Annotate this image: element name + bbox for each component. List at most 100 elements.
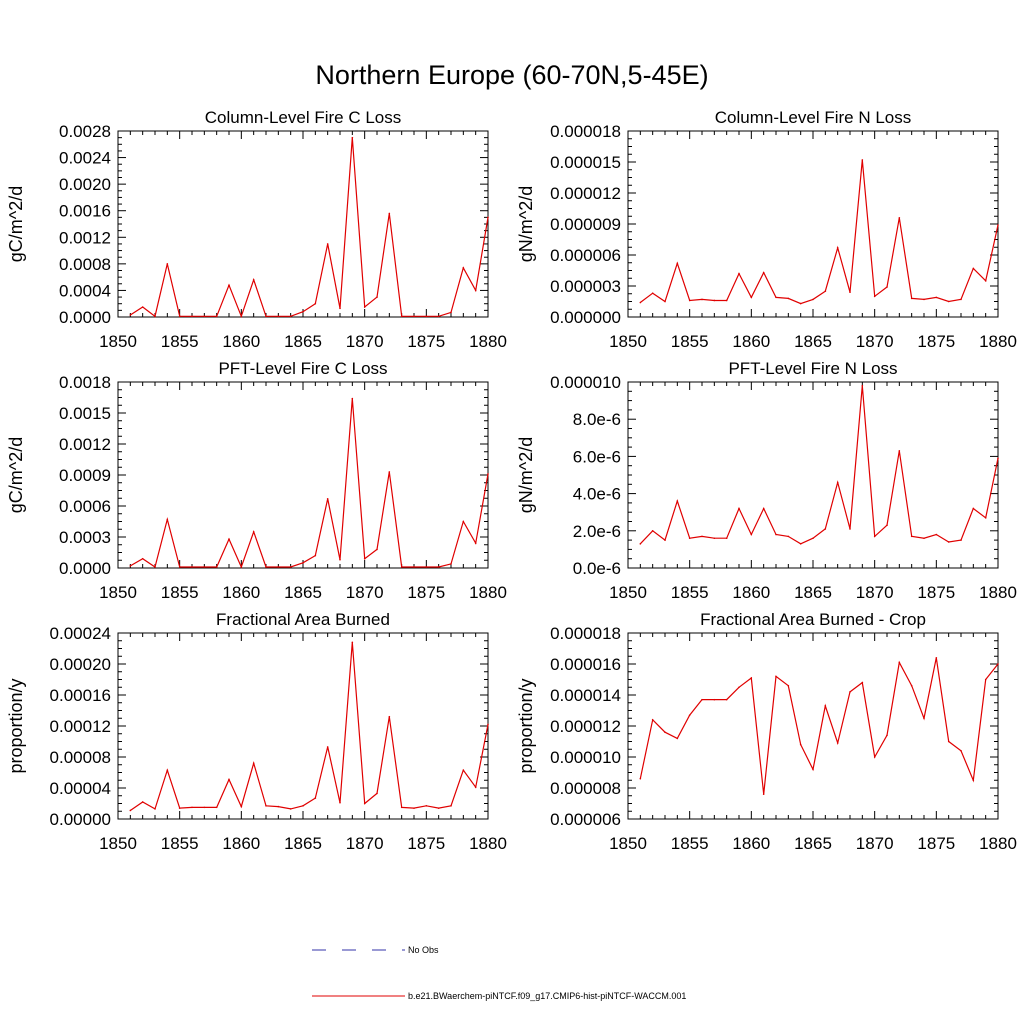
legend-label: b.e21.BWaerchem-piNTCF.f09_g17.CMIP6-his… bbox=[408, 991, 686, 1001]
data-point bbox=[910, 684, 913, 687]
data-point bbox=[762, 271, 765, 274]
data-point bbox=[252, 762, 255, 764]
x-tick-label: 1855 bbox=[161, 834, 199, 853]
data-point bbox=[701, 698, 703, 701]
y-tick-label: 0.00000 bbox=[50, 810, 111, 829]
y-axis-label: gN/m^2/d bbox=[516, 186, 536, 262]
x-tick-label: 1880 bbox=[469, 583, 507, 602]
x-tick-label: 1875 bbox=[407, 583, 445, 602]
data-point bbox=[141, 557, 144, 560]
y-tick-label: 0.000012 bbox=[550, 184, 621, 203]
data-point bbox=[413, 566, 415, 568]
data-point bbox=[676, 262, 679, 265]
data-point bbox=[738, 507, 740, 510]
data-point bbox=[923, 537, 925, 540]
x-tick-label: 1860 bbox=[222, 834, 260, 853]
data-point bbox=[886, 286, 888, 288]
data-point bbox=[799, 302, 802, 305]
y-tick-label: 0.0008 bbox=[59, 255, 111, 274]
data-point bbox=[775, 533, 777, 536]
data-point bbox=[339, 558, 341, 561]
y-tick-label: 0.0012 bbox=[59, 228, 111, 247]
data-point bbox=[413, 315, 415, 318]
data-point bbox=[265, 315, 267, 318]
data-point bbox=[339, 801, 341, 804]
data-point bbox=[302, 562, 304, 564]
x-tick-label: 1880 bbox=[469, 834, 507, 853]
x-tick-label: 1855 bbox=[671, 583, 709, 602]
x-tick-label: 1870 bbox=[856, 583, 894, 602]
data-point bbox=[935, 533, 938, 536]
chart-title: Fractional Area Burned bbox=[216, 610, 390, 629]
x-tick-label: 1860 bbox=[732, 834, 770, 853]
data-point bbox=[676, 737, 679, 740]
data-point bbox=[326, 497, 329, 500]
y-tick-label: 0.000018 bbox=[550, 624, 621, 643]
x-tick-label: 1855 bbox=[161, 583, 199, 602]
data-point bbox=[178, 315, 181, 318]
data-point bbox=[339, 307, 341, 310]
data-point bbox=[664, 300, 666, 303]
x-tick-label: 1870 bbox=[346, 332, 384, 351]
data-point bbox=[750, 533, 753, 536]
data-point bbox=[265, 805, 267, 807]
data-point bbox=[487, 473, 489, 475]
data-point bbox=[762, 507, 765, 510]
data-point bbox=[277, 805, 280, 808]
data-point bbox=[487, 216, 489, 219]
data-point bbox=[215, 315, 218, 318]
y-tick-label: 0.0024 bbox=[59, 149, 111, 168]
data-point bbox=[873, 535, 876, 538]
data-point bbox=[972, 267, 975, 270]
data-point bbox=[898, 661, 901, 664]
y-tick-label: 0.00004 bbox=[50, 779, 111, 798]
plot-frame bbox=[117, 381, 489, 569]
data-point bbox=[228, 284, 230, 286]
data-point bbox=[886, 734, 888, 737]
data-point bbox=[861, 384, 864, 387]
data-point bbox=[713, 698, 716, 701]
y-tick-label: 0.000009 bbox=[550, 215, 621, 234]
data-point bbox=[947, 300, 950, 303]
data-point bbox=[388, 212, 391, 215]
data-point bbox=[910, 535, 913, 538]
data-point bbox=[688, 714, 691, 716]
y-axis-label: gN/m^2/d bbox=[516, 437, 536, 513]
data-point bbox=[664, 731, 666, 733]
data-point bbox=[215, 566, 218, 568]
y-tick-label: 0.0012 bbox=[59, 435, 111, 454]
y-tick-label: 0.000016 bbox=[550, 655, 621, 674]
x-tick-label: 1855 bbox=[671, 834, 709, 853]
data-point bbox=[935, 296, 938, 299]
data-point bbox=[289, 566, 292, 568]
data-point bbox=[388, 471, 391, 473]
data-point bbox=[799, 743, 802, 746]
data-point bbox=[191, 315, 193, 318]
x-tick-label: 1880 bbox=[979, 834, 1017, 853]
data-point bbox=[873, 756, 876, 758]
data-point bbox=[302, 805, 304, 807]
x-tick-label: 1850 bbox=[99, 834, 137, 853]
data-point bbox=[849, 691, 851, 693]
data-point bbox=[363, 802, 366, 805]
data-point bbox=[450, 311, 452, 314]
y-tick-label: 0.0020 bbox=[59, 175, 111, 194]
x-tick-label: 1850 bbox=[609, 332, 647, 351]
data-point bbox=[787, 535, 790, 538]
data-point bbox=[812, 298, 814, 301]
data-point bbox=[178, 566, 181, 568]
y-tick-label: 0.000006 bbox=[550, 810, 621, 829]
data-point bbox=[437, 566, 440, 568]
x-tick-label: 1875 bbox=[407, 834, 445, 853]
data-point bbox=[191, 806, 193, 809]
x-tick-label: 1850 bbox=[99, 583, 137, 602]
data-point bbox=[474, 542, 477, 544]
data-point bbox=[215, 806, 218, 809]
data-point bbox=[228, 538, 230, 540]
x-tick-label: 1875 bbox=[917, 834, 955, 853]
data-point bbox=[738, 686, 740, 689]
x-tick-label: 1865 bbox=[284, 834, 322, 853]
data-point bbox=[960, 750, 962, 752]
data-point bbox=[487, 723, 489, 726]
x-tick-label: 1870 bbox=[856, 834, 894, 853]
